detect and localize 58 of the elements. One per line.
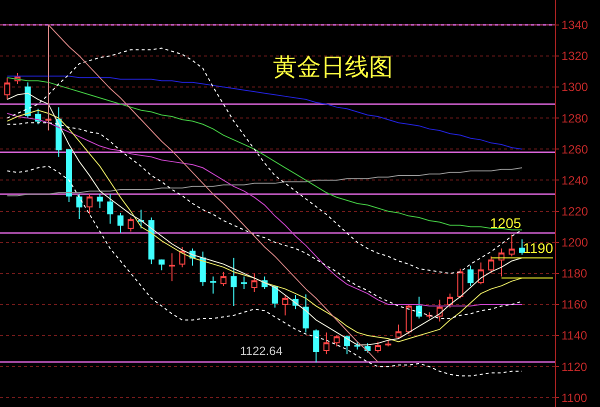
candlestick [128, 216, 134, 232]
candlestick [385, 340, 392, 347]
candlestick [96, 194, 103, 209]
candlestick [416, 296, 422, 319]
candlestick [323, 332, 330, 355]
annotation: 1205 [490, 215, 522, 231]
candlestick [488, 256, 494, 274]
series-label: 1190 [523, 240, 554, 256]
y-tick-label: 1180 [561, 266, 588, 281]
candlestick [168, 252, 175, 282]
candlestick [468, 265, 474, 286]
candlestick [230, 257, 237, 307]
y-tick-label: 1100 [561, 390, 588, 405]
candlestick [66, 148, 72, 202]
candlestick [272, 285, 278, 308]
candlestick [374, 341, 381, 354]
candlestick [76, 194, 82, 220]
candlestick [200, 251, 206, 286]
candlestick [334, 335, 340, 347]
candlestick [519, 238, 526, 256]
candlestick [282, 294, 288, 316]
candlestick [210, 276, 216, 294]
candlestick [86, 194, 93, 215]
candlestick [24, 82, 31, 119]
y-tick-label: 1260 [561, 142, 588, 156]
candlestick [302, 294, 309, 333]
y-tick-label: 1240 [561, 173, 588, 188]
y-tick-label: 1340 [561, 18, 588, 32]
candlestick [498, 248, 504, 278]
candlestick [117, 212, 124, 234]
y-tick-label: 1300 [561, 80, 588, 94]
candlestick [148, 216, 154, 265]
y-tick-label: 1200 [561, 236, 588, 250]
candlestick [478, 262, 484, 285]
candlestick [406, 304, 412, 334]
y-tick-label: 1160 [561, 298, 588, 312]
candlestick [4, 77, 10, 100]
line-series [6, 77, 523, 230]
candlestick [457, 268, 464, 299]
annotation: 1122.64 [240, 344, 283, 358]
candlestick [241, 276, 248, 290]
line-series [6, 167, 523, 196]
text: 黄金日线图 [273, 53, 393, 81]
y-tick-label: 1120 [561, 360, 588, 374]
candlestick [107, 194, 114, 224]
candlestick [158, 258, 165, 271]
y-tick-label: 1280 [561, 111, 588, 126]
candlestick [251, 272, 258, 293]
y-tick-label: 1320 [561, 49, 588, 64]
candlestick [179, 246, 186, 268]
candlestick [395, 324, 402, 340]
candlestick [220, 271, 226, 286]
line-series [6, 166, 523, 376]
y-tick-label: 1140 [561, 328, 588, 343]
candlestick [313, 328, 320, 364]
candlestick [508, 234, 515, 257]
y-tick-label: 1220 [561, 204, 588, 218]
candlestick [138, 209, 144, 229]
